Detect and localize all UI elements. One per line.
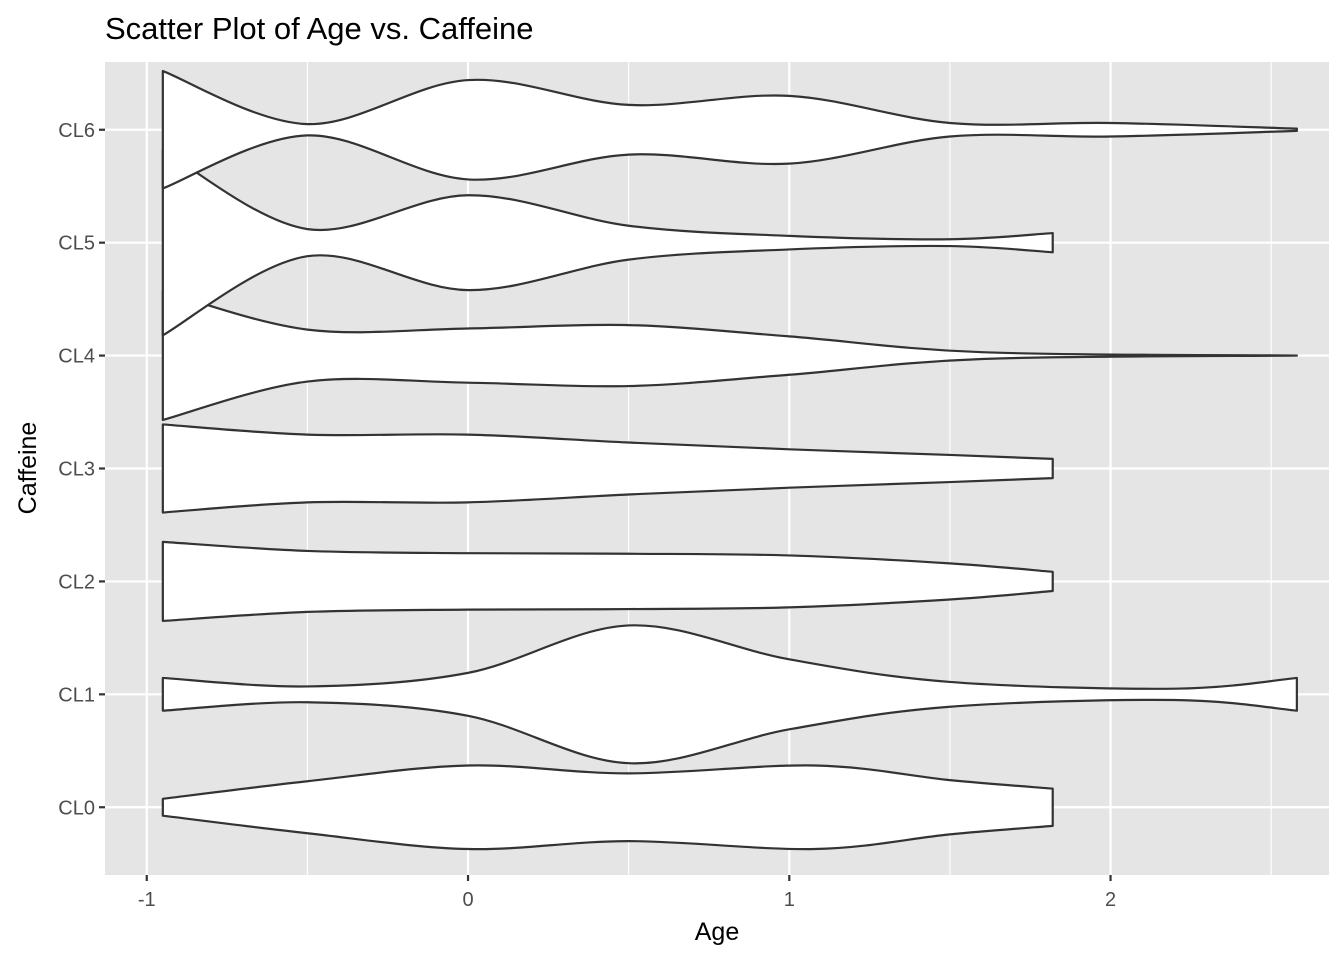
x-axis-title: Age bbox=[695, 918, 739, 946]
y-tick-label: CL5 bbox=[58, 233, 95, 255]
violin-cl1 bbox=[161, 624, 1298, 765]
violin-cl4 bbox=[161, 290, 1298, 422]
violins bbox=[161, 69, 1298, 851]
x-tick-label: 1 bbox=[784, 889, 795, 911]
violin-cl5 bbox=[161, 148, 1054, 337]
y-tick-label: CL3 bbox=[58, 459, 95, 481]
y-tick-label: CL4 bbox=[58, 346, 95, 368]
chart-title: Scatter Plot of Age vs. Caffeine bbox=[105, 11, 534, 46]
y-axis-title: Caffeine bbox=[14, 422, 42, 515]
y-tick-label: CL2 bbox=[58, 571, 95, 593]
violin-cl2 bbox=[161, 540, 1054, 623]
y-tick-label: CL0 bbox=[58, 797, 95, 819]
violin-cl6 bbox=[161, 69, 1298, 190]
violin-cl3 bbox=[161, 423, 1054, 514]
x-tick-label: -1 bbox=[138, 889, 156, 911]
y-tick-label: CL1 bbox=[58, 684, 95, 706]
x-axis: -1 0 1 2 bbox=[138, 875, 1116, 911]
x-tick-label: 2 bbox=[1105, 889, 1116, 911]
y-tick-label: CL6 bbox=[58, 120, 95, 142]
violin-cl0 bbox=[161, 764, 1054, 851]
x-tick-label: 0 bbox=[462, 889, 473, 911]
y-axis: CL0 CL1 CL2 CL3 CL4 CL5 CL6 bbox=[58, 120, 105, 819]
